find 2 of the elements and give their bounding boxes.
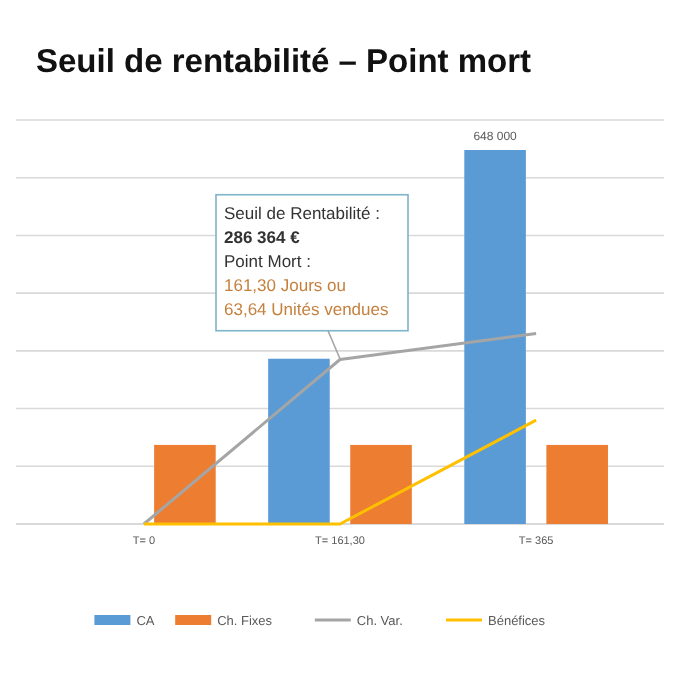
annotation: Seuil de Rentabilité : 286 364 € Point Mort : 161,30 Jours ou 63,64 Unités vendues [224,202,389,319]
chart-title: Seuil de rentabilité – Point mort [36,44,533,80]
